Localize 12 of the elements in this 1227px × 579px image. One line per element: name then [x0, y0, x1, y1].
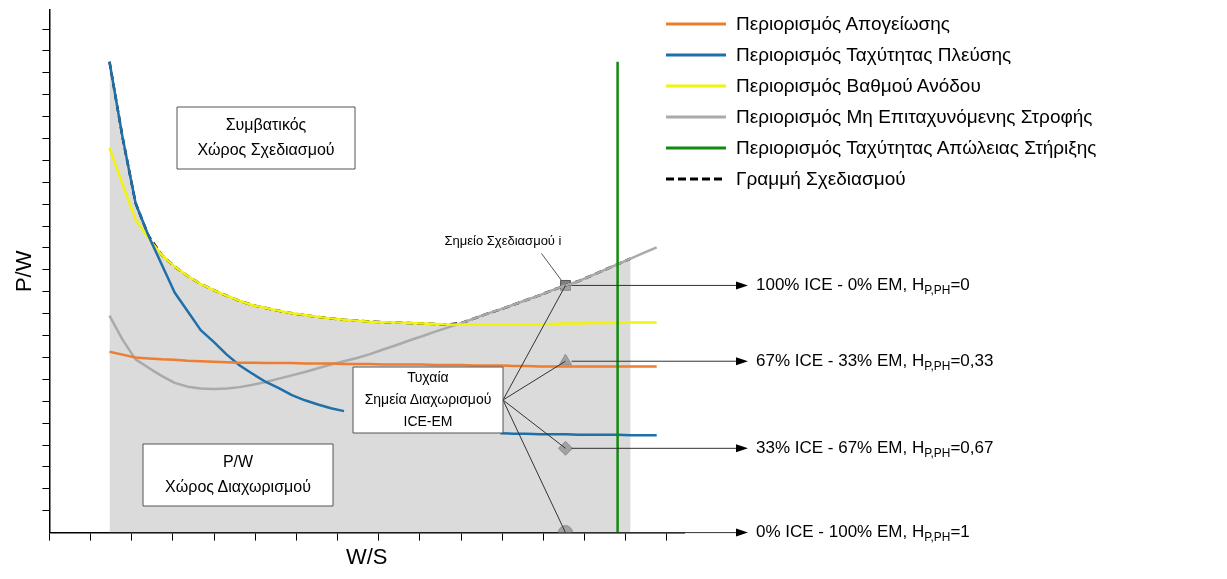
text: Περιορισμός Ταχύτητας Απώλειας Στήριξης [736, 136, 1097, 158]
annotation: P/W Χώρος Διαχωρισμού [165, 453, 311, 495]
annotation: Τυχαία Σημεία Διαχωρισμού ICE-EM [364, 369, 492, 429]
annotation: Συμβατικός Χώρος Σχεδιασμού [197, 116, 335, 158]
annotation: Σημείο Σχεδιασμού i [444, 233, 562, 248]
y-axis-title: P/W [11, 250, 37, 293]
legend-label: Περιορισμός Απογείωσης [736, 12, 951, 35]
legend-label: Περιορισμός Μη Επιταχυνόμενης Στροφής [736, 105, 1093, 128]
legend-label: Περιορισμός Ταχύτητας Πλεύσης [736, 43, 1012, 66]
x-axis-title: W/S [345, 543, 388, 569]
legend-label: Περιορισμός Βαθμού Ανόδου [736, 74, 981, 97]
legend-label: Γραμμή Σχεδιασμού [736, 167, 906, 190]
